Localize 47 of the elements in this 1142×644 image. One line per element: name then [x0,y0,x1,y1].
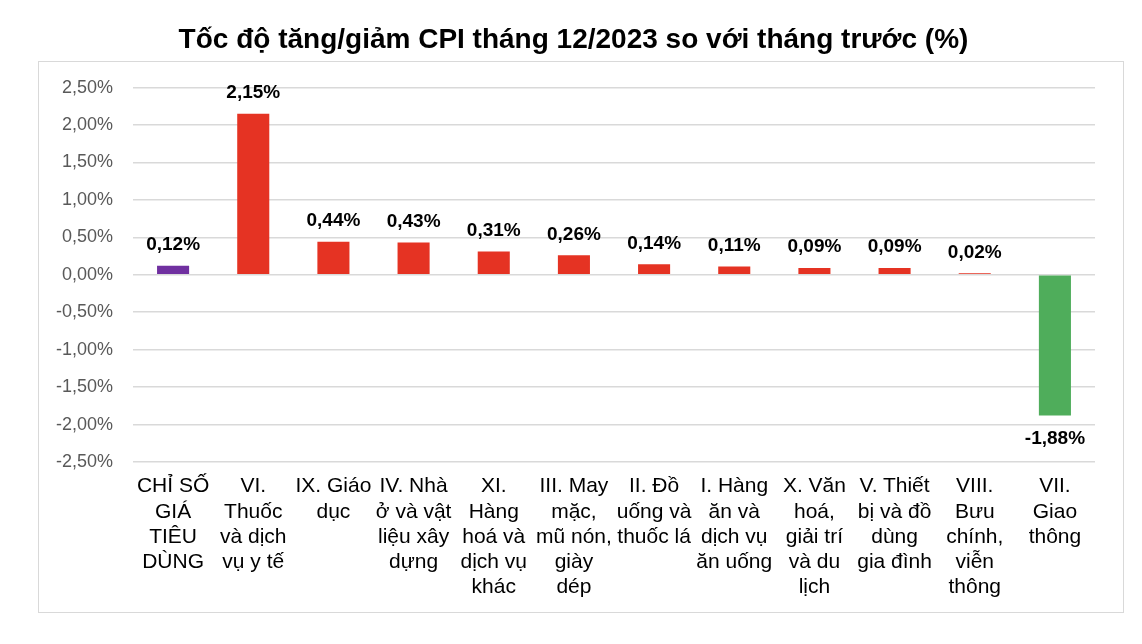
data-label: 0,11% [707,233,761,255]
data-label: 2,15% [226,81,281,103]
bar [638,264,671,275]
bar [397,242,430,275]
bar [317,241,350,275]
y-tick-label: 2,00% [61,114,113,135]
bar [1038,275,1071,416]
x-tick-label: VII. Giao thông [1028,473,1082,547]
data-label: -1,88% [1024,426,1086,448]
bar [237,113,270,275]
bar [477,251,510,275]
data-label: 0,09% [867,235,922,257]
data-label: 0,44% [306,209,361,231]
x-tick-label: V. Thiết bị và đồ dùng gia đình [857,473,932,572]
bar [718,266,751,275]
data-label: 0,12% [146,233,201,255]
y-tick-label: -0,50% [55,301,113,322]
y-tick-label: -2,50% [55,450,113,471]
bar [557,255,590,275]
x-tick-label: IV. Nhà ở và vật liệu xây dựng [375,473,452,572]
bar [798,268,831,275]
y-tick-label: -2,00% [55,413,113,434]
y-tick-label: -1,50% [55,376,113,397]
y-tick-label: 0,00% [61,263,113,284]
y-tick-label: 0,50% [61,226,113,247]
y-tick-label: -1,00% [55,338,113,359]
data-label: 0,09% [787,235,842,257]
x-tick-label: X. Văn hoá, giải trí và du lịch [782,473,846,598]
bar [157,265,190,275]
data-label: 0,02% [947,240,1002,262]
y-tick-label: 1,00% [61,188,113,209]
x-tick-label: I. Hàng ăn và dịch vụ ăn uống [696,473,773,572]
x-tick-label: VIII. Bưu chính, viễn thông [946,473,1004,598]
x-tick-label: XI. Hàng hoá và dịch vụ khác [460,473,528,598]
data-label: 0,31% [466,218,521,240]
data-label: 0,14% [627,231,682,253]
x-tick-label: III. May mặc, mũ nón, giày dép [535,473,612,598]
x-tick-label: II. Đồ uống và thuốc lá [616,473,692,547]
y-tick-label: 2,50% [61,76,113,97]
data-label: 0,43% [386,209,441,231]
bar [878,268,911,275]
x-tick-label: IX. Giáo dục [295,473,372,522]
x-tick-label: CHỈ SỐ GIÁ TIÊU DÙNG [136,473,210,572]
data-label: 0,26% [546,222,601,244]
chart-title: Tốc độ tăng/giảm CPI tháng 12/2023 so với tháng trước (%) [178,22,969,54]
x-tick-label: VI. Thuốc và dịch vụ y tế [219,473,287,572]
y-tick-label: 1,50% [61,151,113,172]
